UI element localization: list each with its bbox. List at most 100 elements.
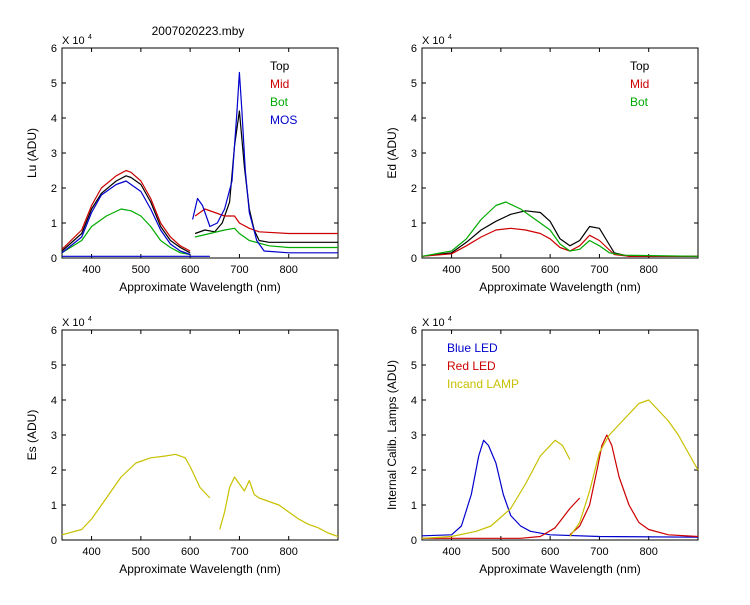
y-tick-label: 5: [411, 360, 417, 372]
x-tick-label: 800: [640, 546, 658, 558]
x-tick-label: 600: [181, 546, 199, 558]
y-tick-label: 4: [51, 395, 57, 407]
x-axis-label: Approximate Wavelength (nm): [119, 280, 281, 294]
x-tick-label: 400: [82, 264, 100, 276]
y-tick-label: 6: [51, 43, 57, 55]
x-tick-label: 500: [132, 264, 150, 276]
y-tick-label: 1: [411, 218, 417, 230]
x-tick-label: 700: [230, 264, 248, 276]
y-tick-label: 3: [411, 148, 417, 160]
y-tick-label: 6: [411, 43, 417, 55]
figure-title: 2007020223.mby: [152, 24, 245, 38]
legend-entry: Bot: [270, 95, 289, 109]
y-tick-label: 5: [411, 78, 417, 90]
x-tick-label: 500: [492, 546, 510, 558]
y-tick-label: 1: [51, 500, 57, 512]
y-tick-label: 6: [411, 325, 417, 337]
series-line-bot: [194, 227, 338, 249]
y-axis-label: Internal Calib. Lamps (ADU): [385, 360, 399, 510]
x-tick-label: 500: [492, 264, 510, 276]
y-tick-label: 5: [51, 78, 57, 90]
y-tick-label: 5: [51, 360, 57, 372]
x-tick-label: 600: [541, 264, 559, 276]
legend-entry: Mid: [630, 77, 649, 91]
y-axis-label: Es (ADU): [25, 410, 39, 461]
plot-frame: [421, 47, 699, 259]
y-tick-label: 0: [411, 253, 417, 265]
series-line-bot: [61, 208, 191, 256]
y-exponent: 4: [88, 316, 92, 323]
y-tick-label: 2: [411, 465, 417, 477]
series-line-top: [421, 210, 698, 257]
x-tick-label: 800: [280, 264, 298, 276]
x-tick-label: 400: [442, 264, 460, 276]
x-tick-label: 400: [82, 546, 100, 558]
y-tick-label: 2: [51, 183, 57, 195]
y-tick-label: 2: [411, 183, 417, 195]
y-tick-label: 3: [411, 430, 417, 442]
series-line-top: [61, 175, 191, 254]
y-multiplier: X 10: [422, 317, 445, 329]
series-line-mid: [61, 169, 191, 252]
series-line-mid: [421, 227, 698, 257]
series-line-incand-lamp: [569, 399, 699, 537]
series-line-red-led: [422, 497, 581, 539]
y-tick-label: 4: [411, 113, 417, 125]
y-multiplier: X 10: [422, 35, 445, 47]
x-tick-label: 800: [640, 264, 658, 276]
y-tick-label: 0: [51, 253, 57, 265]
series-line-es: [219, 476, 339, 538]
y-tick-label: 0: [51, 535, 57, 547]
series-line-mos: [61, 180, 191, 256]
y-multiplier: X 10: [62, 35, 85, 47]
series-line-red-led: [569, 434, 699, 538]
y-exponent: 4: [88, 34, 92, 41]
y-tick-label: 4: [411, 395, 417, 407]
legend-entry: Blue LED: [447, 341, 498, 355]
series-line-incand-lamp: [421, 439, 571, 539]
x-tick-label: 700: [590, 546, 608, 558]
legend-entry: Red LED: [447, 359, 496, 373]
y-tick-label: 1: [411, 500, 417, 512]
x-tick-label: 400: [442, 546, 460, 558]
legend-entry: Top: [630, 59, 650, 73]
y-axis-label: Lu (ADU): [25, 128, 39, 178]
x-tick-label: 600: [541, 546, 559, 558]
y-tick-label: 2: [51, 465, 57, 477]
y-tick-label: 1: [51, 218, 57, 230]
series-line-mos: [192, 71, 338, 254]
legend-entry: Mid: [270, 77, 289, 91]
legend-entry: Top: [270, 59, 290, 73]
y-tick-label: 6: [51, 325, 57, 337]
y-multiplier: X 10: [62, 317, 85, 329]
y-exponent: 4: [448, 34, 452, 41]
x-axis-label: Approximate Wavelength (nm): [479, 562, 641, 576]
x-tick-label: 700: [590, 264, 608, 276]
x-tick-label: 500: [132, 546, 150, 558]
x-tick-label: 800: [280, 546, 298, 558]
legend-entry: MOS: [270, 113, 297, 127]
series-line-es: [61, 453, 211, 536]
series-line-blue-led: [421, 439, 699, 538]
y-tick-label: 0: [411, 535, 417, 547]
series-line-top: [194, 110, 338, 243]
y-tick-label: 4: [51, 113, 57, 125]
y-axis-label: Ed (ADU): [385, 127, 399, 178]
y-exponent: 4: [448, 316, 452, 323]
legend-entry: Bot: [630, 95, 649, 109]
legend-entry: Incand LAMP: [447, 377, 519, 391]
plot-frame: [61, 329, 339, 541]
y-tick-label: 3: [51, 148, 57, 160]
x-tick-label: 700: [230, 546, 248, 558]
series-line-bot: [421, 201, 699, 257]
y-tick-label: 3: [51, 430, 57, 442]
x-tick-label: 600: [181, 264, 199, 276]
series-line-mid: [194, 208, 338, 235]
plot-frame: [61, 47, 339, 259]
x-axis-label: Approximate Wavelength (nm): [119, 562, 281, 576]
